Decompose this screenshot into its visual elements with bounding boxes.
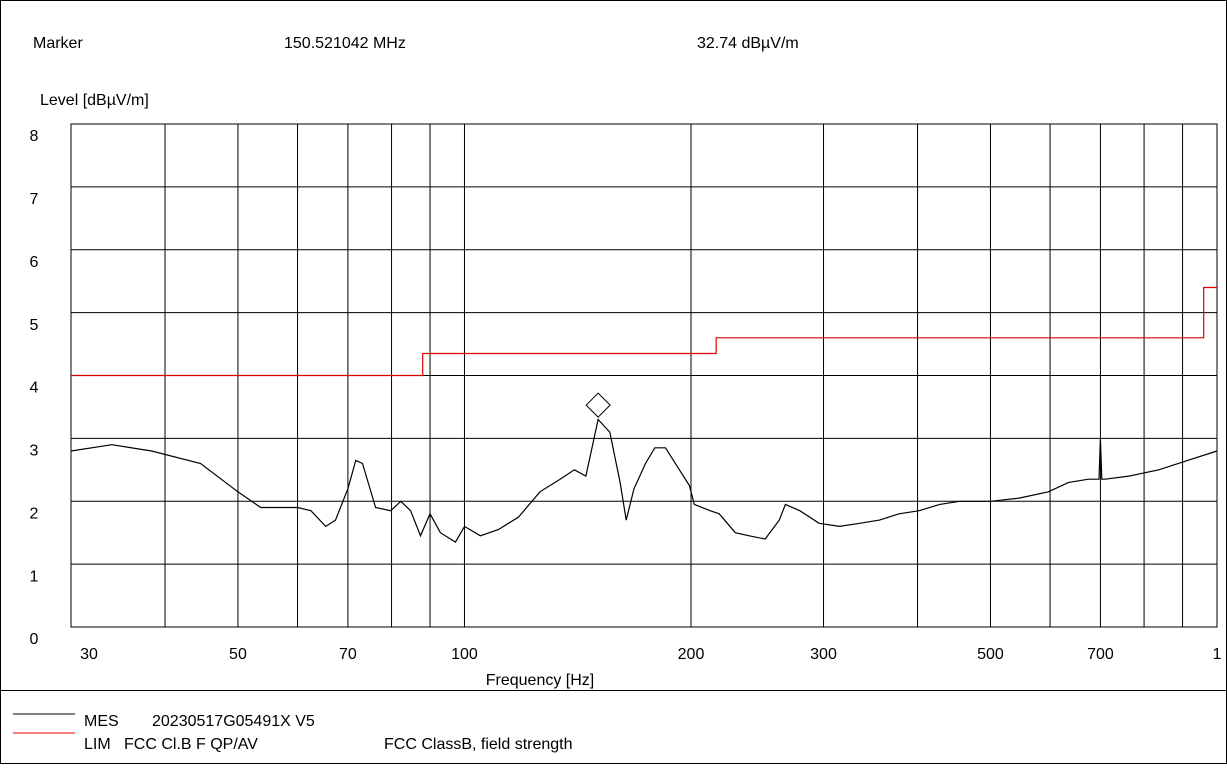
x-tick-label: 1 bbox=[1213, 646, 1222, 663]
x-tick-label: 70 bbox=[339, 646, 357, 663]
x-tick-label: 500 bbox=[977, 646, 1004, 663]
marker-diamond bbox=[585, 392, 611, 418]
y-tick-label: 7 bbox=[30, 191, 39, 208]
y-axis-label: Level [dBµV/m] bbox=[40, 92, 149, 109]
y-tick-label: 1 bbox=[30, 568, 39, 585]
y-tick-label: 6 bbox=[30, 254, 39, 271]
x-axis-label: Frequency [Hz] bbox=[486, 672, 594, 689]
legend-note: FCC ClassB, field strength bbox=[384, 736, 573, 753]
y-tick-label: 2 bbox=[30, 505, 39, 522]
y-tick-label: 0 bbox=[30, 631, 39, 648]
x-tick-label: 50 bbox=[229, 646, 247, 663]
x-tick-label: 700 bbox=[1087, 646, 1114, 663]
x-tick-label: 300 bbox=[810, 646, 837, 663]
marker-label: Marker bbox=[33, 35, 83, 52]
legend-description: 20230517G05491X V5 bbox=[152, 713, 315, 730]
series-line bbox=[71, 286, 1217, 377]
y-tick-label: 3 bbox=[30, 443, 39, 460]
legend-description: FCC Cl.B F QP/AV bbox=[124, 736, 258, 753]
y-tick-label: 5 bbox=[30, 317, 39, 334]
legend-name: LIM bbox=[84, 736, 111, 753]
legend-name: MES bbox=[84, 713, 119, 730]
x-tick-label: 200 bbox=[678, 646, 705, 663]
x-tick-label: 100 bbox=[451, 646, 478, 663]
x-tick-label: 30 bbox=[80, 646, 98, 663]
y-tick-label: 8 bbox=[30, 128, 39, 145]
marker-frequency: 150.521042 MHz bbox=[284, 35, 406, 52]
marker-level: 32.74 dBµV/m bbox=[697, 35, 799, 52]
y-tick-label: 4 bbox=[30, 380, 39, 397]
series-line bbox=[70, 418, 1218, 543]
